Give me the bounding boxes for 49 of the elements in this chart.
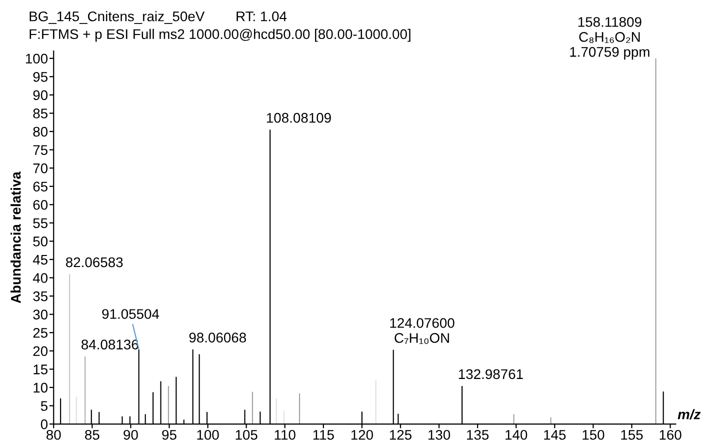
y-tick-label: 100 [26, 54, 48, 64]
x-tick-label: 145 [544, 430, 566, 440]
x-tick-label: 135 [467, 430, 489, 440]
y-tick-label: 0 [40, 419, 48, 430]
y-tick-label: 60 [33, 200, 48, 210]
y-tick-label: 15 [34, 364, 48, 374]
annotation: 132.98761 [458, 369, 523, 380]
annotation: 82.06583 [66, 257, 123, 268]
x-tick-label: 100 [197, 430, 219, 440]
y-tick-label: 70 [33, 163, 48, 174]
y-tick-label: 85 [33, 108, 48, 118]
annotation: 84.08136 [82, 340, 138, 350]
y-tick-label: 95 [33, 72, 48, 82]
x-axis-title: m/z [678, 409, 701, 420]
annotation: 91.05504 [102, 309, 160, 319]
y-tick-label: 30 [33, 310, 48, 320]
chart-title: BG_145_Cnitens_raiz_50eV RT: 1.04 [30, 11, 287, 24]
annotation: 98.06068 [189, 332, 246, 343]
x-tick-label: 110 [274, 430, 296, 440]
annotation: 124.07600 C₇H₁₀ON [390, 318, 454, 344]
x-tick-label: 95 [162, 430, 176, 440]
x-tick-label: 105 [236, 430, 258, 440]
x-tick-label: 155 [621, 430, 643, 440]
x-tick-label: 115 [313, 430, 334, 440]
y-tick-label: 10 [34, 382, 48, 393]
y-tick-label: 55 [33, 218, 48, 228]
x-tick-label: 90 [124, 430, 138, 440]
y-tick-label: 20 [33, 346, 48, 356]
annotation: 108.08109 [266, 112, 331, 123]
y-tick-label: 35 [33, 291, 48, 302]
y-tick-label: 50 [33, 236, 48, 246]
y-tick-label: 80 [33, 126, 48, 137]
y-tick-label: 65 [33, 182, 48, 192]
x-tick-label: 125 [390, 430, 412, 440]
y-tick-label: 25 [33, 328, 48, 338]
x-tick-label: 150 [582, 430, 604, 440]
x-tick-label: 130 [428, 430, 450, 440]
x-tick-label: 85 [85, 430, 100, 440]
y-tick-label: 40 [32, 273, 48, 283]
y-tick-label: 45 [32, 254, 48, 265]
chart-subtitle: F:FTMS + p ESI Full ms2 1000.00@hcd50.00 [80.00-1000.00] [30, 28, 410, 42]
y-tick-label: 75 [33, 145, 48, 155]
annotation: 158.11809 C₈H₁₆O₂N 1.70759 ppm [570, 17, 650, 60]
y-tick-label: 90 [33, 90, 48, 100]
x-tick-label: 160 [660, 430, 682, 440]
x-tick-label: 120 [351, 430, 373, 440]
y-axis-title: Abundancia relativa [10, 171, 21, 304]
x-tick-label: 140 [506, 430, 528, 440]
y-tick-label: 5 [40, 401, 48, 411]
